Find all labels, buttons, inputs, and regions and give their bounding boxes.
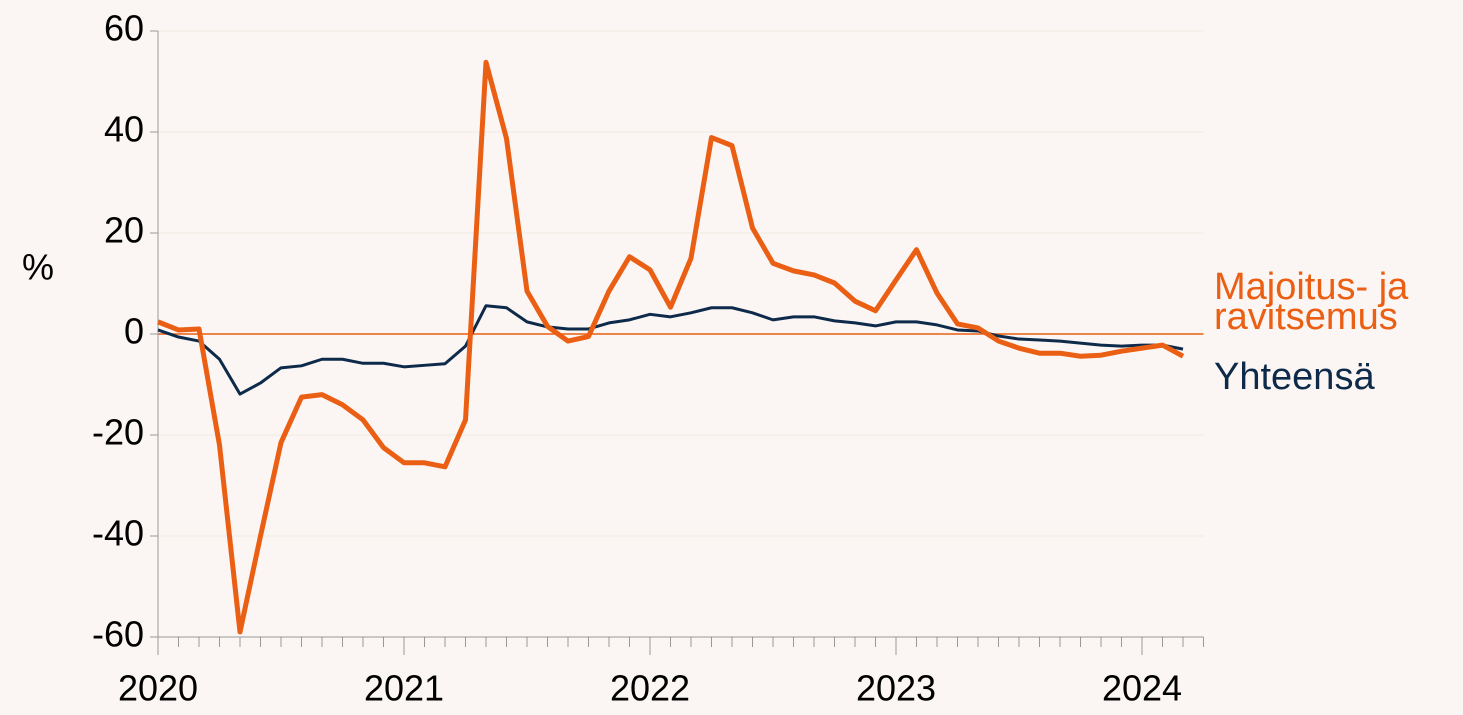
series-line [157,304,1184,396]
y-tick-label: 60 [104,8,144,49]
x-tick-label: 2022 [610,668,690,709]
y-tick-label: -20 [92,412,144,453]
y-tick-label: 20 [104,210,144,251]
y-axis-label: % [22,247,54,288]
x-tick-label: 2023 [856,668,936,709]
legend-entry: Yhteensä [1214,356,1375,398]
y-tick-label: 40 [104,109,144,150]
y-tick-label: -60 [92,614,144,655]
legend-entry: Majoitus- ja ravitsemus [1214,266,1409,338]
series-line [157,59,1185,635]
y-tick-label: 0 [124,311,144,352]
y-tick-label: -40 [92,513,144,554]
x-tick-label: 2024 [1102,668,1182,709]
x-tick-label: 2020 [118,668,198,709]
x-tick-label: 2021 [364,668,444,709]
